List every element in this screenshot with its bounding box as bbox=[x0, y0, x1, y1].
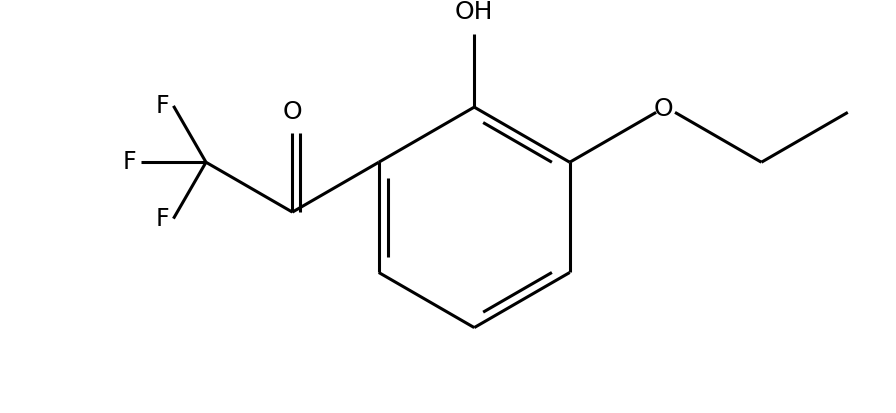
Text: F: F bbox=[156, 94, 169, 118]
Text: F: F bbox=[156, 206, 169, 230]
Text: O: O bbox=[282, 100, 302, 124]
Text: O: O bbox=[654, 97, 673, 121]
Text: OH: OH bbox=[455, 0, 494, 24]
Text: F: F bbox=[123, 150, 137, 174]
